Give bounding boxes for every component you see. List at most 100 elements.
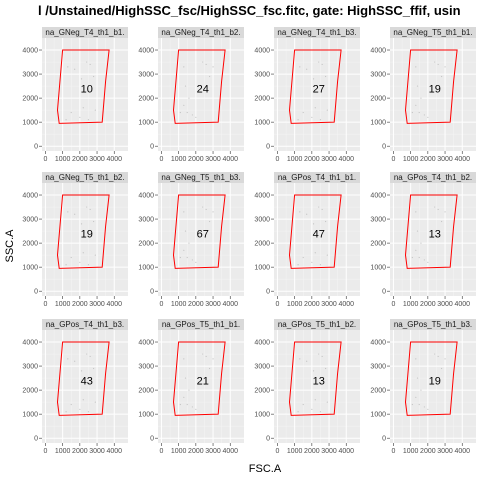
x-tick-label: 0: [391, 301, 395, 308]
event-point: [202, 206, 204, 208]
event-point: [80, 78, 83, 80]
event-point: [191, 259, 193, 261]
event-point: [183, 104, 185, 106]
facet-strip-label: na_GPos_T4_th1_b1.: [278, 173, 356, 182]
facet-strip-label: na_GNeg_T4_th1_b2.: [161, 28, 240, 37]
gate-polygon: [288, 341, 342, 416]
event-point: [325, 75, 327, 78]
event-point: [441, 75, 443, 78]
x-tick-label: 0: [159, 156, 163, 163]
x-tick-label: 1000: [403, 301, 419, 308]
gate-count-label: 27: [313, 83, 325, 95]
event-point: [183, 211, 185, 213]
gate-count-label: 67: [197, 228, 209, 240]
x-tick-label: 2000: [72, 301, 88, 308]
event-point: [423, 406, 425, 408]
x-tick-label: 4000: [222, 156, 238, 163]
event-point: [437, 63, 439, 66]
x-tick-label: 1000: [171, 301, 187, 308]
y-tick-label: 1000: [370, 412, 386, 419]
facet-strip-label: na_GNeg_T5_th1_b1.: [393, 28, 472, 37]
y-tick-label: 2000: [254, 388, 270, 395]
y-tick-label: 4000: [138, 340, 154, 347]
event-point: [326, 401, 328, 403]
gate-count-label: 43: [81, 375, 93, 387]
x-tick-label: 2000: [420, 448, 436, 455]
y-tick-label: 3000: [370, 217, 386, 224]
y-tick-label: 0: [266, 289, 270, 296]
event-point: [67, 358, 69, 360]
x-tick-label: 4000: [454, 448, 470, 455]
event-point: [319, 264, 322, 266]
y-tick-label: 1000: [22, 412, 38, 419]
facet-strip-label: na_GPos_T4_th1_b2.: [394, 173, 472, 182]
event-point: [179, 403, 181, 406]
event-point: [441, 220, 443, 223]
x-tick-label: 1000: [171, 448, 187, 455]
y-tick-label: 1000: [370, 265, 386, 272]
panel-background: [158, 330, 244, 443]
y-tick-label: 0: [266, 144, 270, 151]
event-point: [80, 370, 83, 372]
event-point: [186, 403, 188, 406]
event-point: [82, 399, 84, 401]
y-tick-label: 2000: [22, 241, 38, 248]
event-point: [195, 116, 197, 118]
x-tick-label: 0: [159, 448, 163, 455]
event-point: [312, 78, 315, 80]
event-point: [437, 208, 439, 211]
y-tick-label: 2000: [370, 96, 386, 103]
event-point: [306, 360, 308, 362]
y-tick-label: 3000: [22, 364, 38, 371]
event-point: [302, 256, 304, 259]
gate-count-label: 19: [429, 375, 441, 387]
gate-polygon: [404, 194, 458, 269]
event-point: [411, 256, 413, 259]
event-point: [411, 403, 413, 406]
x-tick-label: 3000: [205, 448, 221, 455]
y-tick-label: 4000: [22, 193, 38, 200]
facet-strip-label: na_GNeg_T4_th1_b3.: [277, 28, 356, 37]
x-tick-label: 0: [159, 301, 163, 308]
event-point: [188, 242, 190, 244]
event-point: [321, 63, 323, 66]
event-point: [209, 75, 211, 78]
facet-strip: [274, 172, 360, 183]
panel-background: [42, 38, 128, 151]
event-point: [93, 220, 95, 223]
x-tick-label: 4000: [454, 301, 470, 308]
y-tick-label: 0: [150, 144, 154, 151]
y-tick-label: 1000: [254, 265, 270, 272]
event-point: [418, 403, 420, 406]
event-point: [79, 116, 81, 118]
event-point: [94, 254, 96, 256]
x-tick-label: 0: [43, 448, 47, 455]
x-tick-label: 3000: [321, 301, 337, 308]
y-tick-label: 2000: [370, 388, 386, 395]
event-point: [306, 68, 308, 70]
event-point: [302, 403, 304, 406]
event-point: [415, 358, 417, 360]
event-point: [415, 249, 417, 251]
gate-count-label: 47: [313, 228, 325, 240]
event-point: [74, 213, 76, 215]
facet-strip: [390, 172, 476, 183]
y-tick-label: 1000: [138, 120, 154, 127]
event-point: [318, 61, 320, 63]
event-point: [89, 355, 91, 358]
event-point: [427, 408, 429, 410]
panel-background: [274, 330, 360, 443]
event-point: [89, 208, 91, 211]
event-point: [188, 97, 190, 99]
facet-strip: [42, 172, 128, 183]
gate-polygon: [288, 194, 342, 269]
event-point: [70, 403, 72, 406]
event-point: [209, 367, 211, 370]
event-point: [179, 256, 181, 259]
x-tick-label: 4000: [106, 448, 122, 455]
